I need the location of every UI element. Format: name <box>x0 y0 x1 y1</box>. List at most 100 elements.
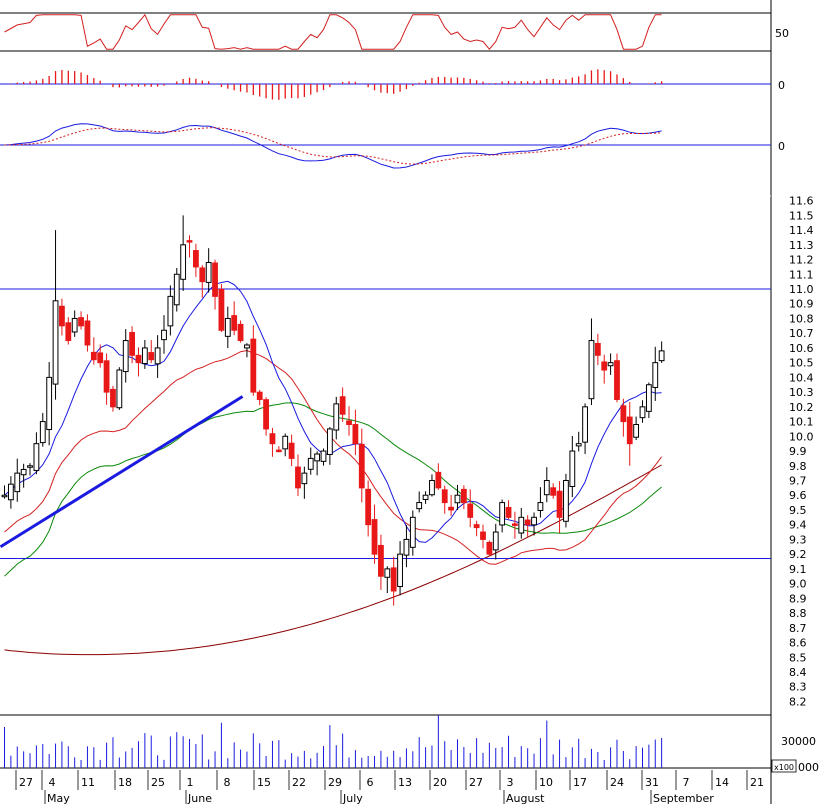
day-label: 4 <box>49 776 56 789</box>
candle-body <box>365 488 372 526</box>
price-tick-label: 11.3 <box>789 239 814 252</box>
day-label: 25 <box>151 776 165 789</box>
candle-body <box>154 347 161 365</box>
panel-frame <box>0 0 772 804</box>
day-label: 17 <box>573 776 587 789</box>
candle-body <box>186 240 193 243</box>
candle-body <box>307 457 314 470</box>
candle-body <box>97 352 104 364</box>
ma-mid-line <box>4 349 662 565</box>
price-tick-label: 10.4 <box>789 371 814 384</box>
candle-body <box>563 479 569 522</box>
candle-body <box>282 435 289 450</box>
price-tick-label: 10.8 <box>789 312 814 325</box>
day-label: 21 <box>750 776 764 789</box>
candle-body <box>435 471 442 489</box>
candle-body <box>263 399 269 430</box>
price-tick-label: 10.2 <box>789 401 814 414</box>
price-tick-label: 11.1 <box>789 268 814 281</box>
candle-body <box>148 352 155 361</box>
candle-body <box>409 516 416 548</box>
volume-tick-label: 30000 <box>781 735 816 748</box>
candle-body <box>193 250 199 268</box>
day-label: 15 <box>257 776 271 789</box>
price-tick-label: 10.1 <box>789 416 814 429</box>
candle-body <box>486 541 493 555</box>
candle-body <box>614 360 620 400</box>
candle-body <box>448 506 455 511</box>
price-tick-label: 11.0 <box>789 283 814 296</box>
price-tick-label: 9.8 <box>789 460 807 473</box>
macd-line <box>4 123 662 169</box>
price-tick-label: 8.4 <box>789 666 807 679</box>
price-tick-label: 8.2 <box>789 695 807 708</box>
candle-body <box>645 384 652 412</box>
candle-body <box>505 506 512 518</box>
trend-line <box>0 395 244 549</box>
candle-body <box>543 479 550 496</box>
day-label: 22 <box>292 776 306 789</box>
candle-body <box>524 519 531 526</box>
price-tick-label: 10.6 <box>789 342 814 355</box>
candle-body <box>295 466 301 489</box>
candle-body <box>397 553 403 588</box>
day-label: 29 <box>328 776 342 789</box>
candle-body <box>601 361 608 371</box>
price-tick-label: 9.3 <box>789 533 807 546</box>
candle-body <box>46 376 53 431</box>
candle-body <box>460 488 467 504</box>
price-tick-label: 9.5 <box>789 504 807 517</box>
candle-body <box>180 244 187 280</box>
candle-body <box>499 502 506 526</box>
candle-body <box>422 494 429 500</box>
price-tick-label: 9.7 <box>789 474 807 487</box>
month-label: June <box>187 792 212 804</box>
candle-body <box>652 362 659 388</box>
macd-panel <box>4 123 662 169</box>
price-tick-label: 8.5 <box>789 651 807 664</box>
rsi-line <box>4 13 662 50</box>
price-tick-label: 11.4 <box>789 224 814 237</box>
candle-body <box>480 531 486 540</box>
candle-body <box>346 420 352 426</box>
price-tick-label: 8.9 <box>789 592 807 605</box>
ma-short-line <box>4 280 662 543</box>
month-label: September <box>653 792 714 804</box>
day-label: 10 <box>539 776 553 789</box>
month-label: July <box>342 792 363 804</box>
candle-body <box>1 494 8 498</box>
volume-panel <box>4 715 663 768</box>
candle-body <box>212 262 218 297</box>
candle-body <box>167 295 174 327</box>
day-label: 27 <box>19 776 33 789</box>
candle-body <box>205 261 212 283</box>
price-tick-label: 10.9 <box>789 298 814 311</box>
candle-body <box>20 468 27 476</box>
candle-body <box>588 340 595 400</box>
price-tick-label: 9.9 <box>789 445 807 458</box>
candle-body <box>250 338 257 393</box>
candle-body <box>256 391 263 400</box>
candle-body <box>84 320 91 346</box>
candle-body <box>14 472 21 493</box>
candle-body <box>326 428 333 455</box>
candle-body <box>33 443 40 471</box>
candle-body <box>52 300 59 385</box>
candle-body <box>27 465 33 468</box>
candle-body <box>224 317 231 337</box>
day-label: 13 <box>398 776 412 789</box>
candle-body <box>575 443 582 447</box>
candle-body <box>371 519 378 555</box>
day-label: 24 <box>610 776 624 789</box>
candle-body <box>531 516 537 526</box>
candle-body <box>441 489 448 504</box>
candle-body <box>658 350 665 362</box>
candle-body <box>512 523 518 526</box>
candle-body <box>358 443 365 489</box>
candle-body <box>550 487 557 496</box>
candle-body <box>633 424 640 438</box>
candle-body <box>594 342 601 356</box>
candle-body <box>556 490 563 518</box>
candle-body <box>429 479 435 496</box>
day-label: 6 <box>367 776 374 789</box>
